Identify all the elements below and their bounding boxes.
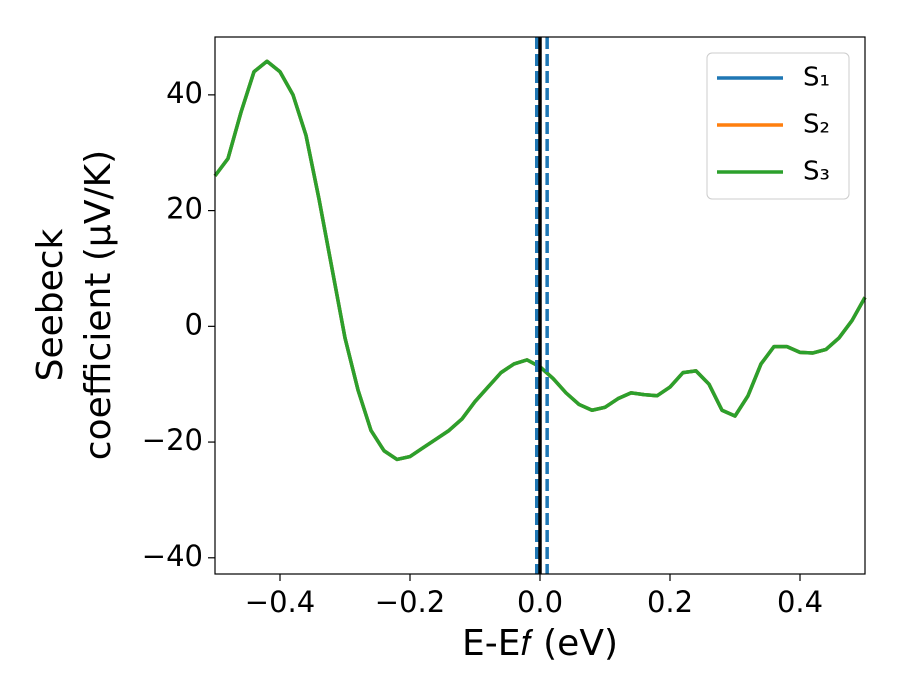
legend-label: S₁ <box>803 63 830 93</box>
legend-label: S₂ <box>803 110 830 140</box>
y-tick-label: −40 <box>142 539 203 573</box>
y-tick-label: 20 <box>166 192 203 226</box>
y-tick-label: 40 <box>166 76 203 110</box>
y-axis-label: Seebeck <box>30 228 71 381</box>
x-axis-label: E-E𝑓 (eV) <box>462 623 618 664</box>
x-tick-label: 0.4 <box>777 585 823 619</box>
y-tick-label: 0 <box>185 307 203 341</box>
plot-frame <box>214 36 866 575</box>
legend-label: S₃ <box>803 157 830 187</box>
x-tick-label: −0.2 <box>375 585 445 619</box>
x-tick-label: −0.4 <box>245 585 315 619</box>
x-tick-label: 0.2 <box>647 585 693 619</box>
y-axis-label: coefficient (μV/K) <box>78 150 119 460</box>
x-tick-label: 0.0 <box>517 585 563 619</box>
y-tick-label: −20 <box>142 423 203 457</box>
